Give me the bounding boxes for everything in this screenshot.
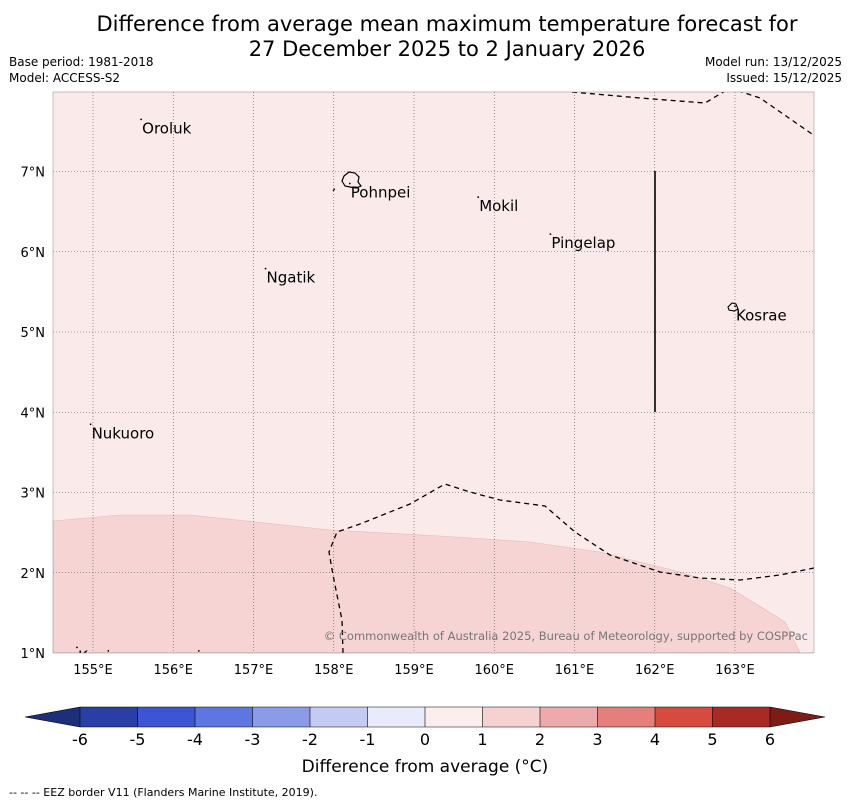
map-frame xyxy=(52,91,815,654)
place-label: Mokil xyxy=(479,197,518,215)
place-labels: Oroluk Pohnpei Mokil Pingelap Ngatik Kosrae Nu… xyxy=(76,118,787,665)
place-marker xyxy=(734,305,736,308)
colorbar-tick-label: 1 xyxy=(477,730,487,749)
model-run: Model run: 13/12/2025 xyxy=(704,55,842,69)
pohnpei-island xyxy=(341,171,362,189)
place-marker xyxy=(264,267,267,270)
lon-tick-label: 157°E xyxy=(234,663,274,678)
lat-tick-label: 7°N xyxy=(21,166,46,181)
longitude-ticks: 155°E 156°E 157°E 158°E 159°E 160°E 161°E 162°E… xyxy=(73,663,755,678)
chart-title: Difference from average mean maximum tem… xyxy=(0,12,850,62)
title-line-1: Difference from average mean maximum tem… xyxy=(96,12,798,36)
colorbar-bin xyxy=(137,707,196,727)
anomaly-region-1-to-2 xyxy=(53,514,801,653)
colorbar-tick-label: 0 xyxy=(420,730,430,749)
colorbar-bin xyxy=(367,707,426,727)
colorbar-bin xyxy=(597,707,656,727)
title-line-2: 27 December 2025 to 2 January 2026 xyxy=(248,37,646,61)
base-period: Base period: 1981-2018 xyxy=(9,55,154,69)
lon-tick-label: 162°E xyxy=(635,663,675,678)
place-label: Ngatik xyxy=(267,269,316,287)
lat-tick-label: 5°N xyxy=(21,326,46,341)
colorbar-tick-label: 4 xyxy=(650,730,660,749)
place-label: Kosrae xyxy=(736,306,787,324)
colorbar-bin xyxy=(540,707,598,727)
place-marker xyxy=(89,423,92,426)
colorbar-bin xyxy=(655,707,713,727)
lat-tick-label: 2°N xyxy=(21,567,46,582)
lon-tick-label: 155°E xyxy=(73,663,113,678)
legend-note: -- -- -- EEZ border V11 (Flanders Marine… xyxy=(9,786,317,799)
lat-tick-label: 6°N xyxy=(21,246,46,261)
place-marker xyxy=(348,182,351,185)
colorbar-bin xyxy=(482,707,541,727)
colorbar-bin xyxy=(310,707,368,727)
colorbar: -6 -5 -4 -3 -2 -1 0 1 2 3 4 5 6 xyxy=(24,706,826,749)
colorbar-bin xyxy=(425,707,483,727)
place-label: Pingelap xyxy=(551,234,615,252)
lat-tick-label: 4°N xyxy=(21,406,46,421)
kosrae-island xyxy=(727,302,739,312)
colorbar-label: Difference from average (°C) xyxy=(301,757,549,777)
meta-left: Base period: 1981-2018 Model: ACCESS-S2 xyxy=(9,54,154,86)
colorbar-tick-label: -5 xyxy=(130,730,146,749)
colorbar-tick-label: 5 xyxy=(707,730,717,749)
colorbar-extend-low xyxy=(25,707,80,727)
colorbar-tick-label: -4 xyxy=(187,730,203,749)
lon-tick-label: 163°E xyxy=(715,663,755,678)
colorbar-tick-label: 3 xyxy=(592,730,602,749)
colorbar-extend-high xyxy=(770,707,825,727)
lon-tick-label: 160°E xyxy=(474,663,514,678)
lon-tick-label: 158°E xyxy=(314,663,354,678)
place-label: Nukuoro xyxy=(92,424,155,442)
lat-tick-label: 1°N xyxy=(21,647,46,662)
latitude-ticks: 1°N 2°N 3°N 4°N 5°N 6°N 7°N xyxy=(21,166,46,663)
colorbar-bin xyxy=(195,707,253,727)
lon-tick-label: 156°E xyxy=(153,663,193,678)
place-label: Pohnpei xyxy=(351,184,411,202)
colorbar-tick-label: 2 xyxy=(535,730,545,749)
eez-border xyxy=(328,483,814,653)
place-marker xyxy=(549,233,552,235)
colorbar-bin xyxy=(80,707,138,727)
lon-tick-label: 161°E xyxy=(555,663,595,678)
colorbar-tick-label: -6 xyxy=(72,730,88,749)
colorbar-bin xyxy=(252,707,311,727)
place-marker xyxy=(477,196,480,199)
colorbar-bin xyxy=(712,707,771,727)
lon-tick-label: 159°E xyxy=(394,663,434,678)
colorbar-tick-label: -3 xyxy=(245,730,261,749)
lat-tick-label: 3°N xyxy=(21,487,46,502)
place-marker xyxy=(140,118,143,121)
colorbar-tick-label: 6 xyxy=(765,730,775,749)
eez-border xyxy=(332,186,337,192)
colorbar-tick-label: -2 xyxy=(302,730,318,749)
place-label: Kapingamarangi xyxy=(78,647,201,665)
model-name: Model: ACCESS-S2 xyxy=(9,71,121,85)
place-marker xyxy=(76,646,78,649)
eez-border xyxy=(571,92,813,135)
issued-date: Issued: 15/12/2025 xyxy=(726,71,842,85)
colorbar-tick-label: -1 xyxy=(360,730,376,749)
copyright-notice: © Commonwealth of Australia 2025, Bureau… xyxy=(324,629,808,643)
meta-right: Model run: 13/12/2025 Issued: 15/12/2025 xyxy=(705,54,842,86)
place-label: Oroluk xyxy=(142,119,191,137)
